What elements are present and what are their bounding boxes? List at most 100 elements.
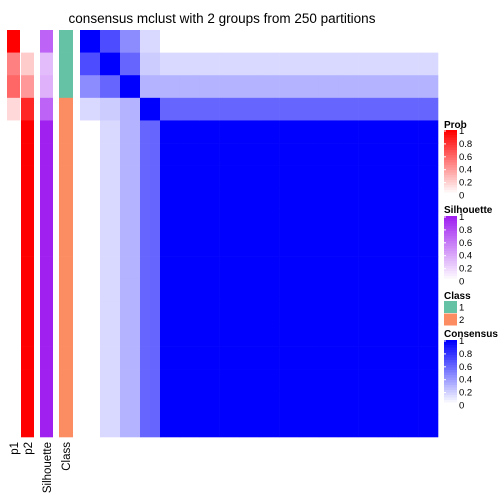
annotation-cell-silhouette <box>40 369 53 393</box>
legend-gradient-step <box>444 370 457 373</box>
annotation-cell-p2 <box>21 210 34 234</box>
consensus-cell <box>199 323 220 347</box>
consensus-cell <box>179 256 201 280</box>
annotation-cell-silhouette <box>40 414 53 438</box>
consensus-cell <box>219 165 240 189</box>
consensus-cell <box>219 75 240 99</box>
legend-gradient-step <box>444 380 457 383</box>
consensus-cell <box>140 30 161 53</box>
legend-gradient-step <box>444 216 457 219</box>
legend-gradient-step <box>444 390 457 393</box>
consensus-cell <box>338 233 359 257</box>
consensus-cell <box>259 143 280 166</box>
legend-swatch-class-2 <box>444 313 457 326</box>
annotation-cell-p2 <box>21 233 34 257</box>
annotation-cell-silhouette <box>40 391 53 415</box>
legend-tick-label: 0.8 <box>459 349 472 360</box>
legend-gradient-step <box>444 268 457 272</box>
consensus-cell <box>199 165 220 189</box>
annotation-cell-p1 <box>7 278 20 302</box>
consensus-cell <box>279 323 300 347</box>
consensus-cell <box>120 414 141 438</box>
consensus-cell <box>80 165 101 189</box>
consensus-cell <box>140 120 161 144</box>
consensus-cell <box>418 97 439 121</box>
consensus-cell <box>120 369 141 393</box>
consensus-cell <box>179 414 201 438</box>
consensus-cell <box>80 75 101 99</box>
consensus-cell <box>398 210 419 234</box>
legend-tick-label: 0.8 <box>459 139 472 150</box>
consensus-cell <box>160 30 181 53</box>
consensus-cell <box>199 346 220 370</box>
annotation-cell-p1 <box>7 210 20 234</box>
consensus-cell <box>160 256 181 280</box>
consensus-cell <box>80 143 101 166</box>
legend-gradient-step <box>444 246 457 249</box>
consensus-cell <box>160 120 181 144</box>
chart-title: consensus mclust with 2 groups from 250 … <box>69 11 376 26</box>
consensus-cell <box>318 301 340 325</box>
consensus-cell <box>100 210 121 234</box>
consensus-cell <box>239 301 260 325</box>
consensus-cell <box>80 414 101 438</box>
consensus-cell <box>140 301 161 325</box>
consensus-cell <box>160 210 181 234</box>
consensus-cell <box>100 52 121 76</box>
legend-gradient-step <box>444 150 457 153</box>
annotation-cell-class <box>59 120 73 144</box>
consensus-cell <box>338 346 359 370</box>
legend-gradient-step <box>444 172 457 176</box>
legend-tick-label: 0.6 <box>459 362 472 373</box>
legend-gradient-step <box>444 223 457 227</box>
legend-title-consensus: Consensus <box>444 329 498 340</box>
annotation-cell-class <box>59 301 73 325</box>
legend-gradient-step <box>444 342 457 346</box>
consensus-cell <box>398 188 419 212</box>
consensus-cell <box>100 97 121 121</box>
consensus-cell <box>418 75 439 99</box>
annotation-cell-class <box>59 52 73 76</box>
consensus-cell <box>259 256 280 280</box>
consensus-cell <box>279 391 300 415</box>
consensus-cell <box>120 97 141 121</box>
legend-gradient-step <box>444 228 457 232</box>
consensus-cell <box>358 120 379 144</box>
consensus-cell <box>259 391 280 415</box>
legend-gradient-step <box>444 375 457 378</box>
consensus-cell <box>140 256 161 280</box>
consensus-cell <box>100 188 121 212</box>
annotation-cell-p1 <box>7 188 20 212</box>
consensus-cell <box>179 75 201 99</box>
consensus-cell <box>199 256 220 280</box>
consensus-cell <box>299 75 320 99</box>
consensus-cell <box>160 369 181 393</box>
consensus-cell <box>120 143 141 166</box>
consensus-cell <box>179 188 201 212</box>
annotation-cell-class <box>59 278 73 302</box>
consensus-cell <box>338 391 359 415</box>
consensus-cell <box>239 414 260 438</box>
annotation-cell-silhouette <box>40 97 53 121</box>
consensus-cell <box>80 233 101 257</box>
annotation-cell-p2 <box>21 143 34 166</box>
consensus-cell <box>318 188 340 212</box>
annotation-cell-p2 <box>21 97 34 121</box>
annotation-cell-p2 <box>21 75 34 99</box>
legend-gradient-step <box>444 385 457 388</box>
legend-gradient-step <box>444 231 457 234</box>
consensus-cell <box>239 97 260 121</box>
consensus-cell <box>259 188 280 212</box>
consensus-cell <box>239 233 260 257</box>
consensus-cell <box>299 323 320 347</box>
legend-gradient-step <box>444 392 457 396</box>
consensus-cell <box>418 391 439 415</box>
consensus-cell <box>239 210 260 234</box>
legend-gradient-step <box>444 142 457 146</box>
annotation-cell-class <box>59 323 73 347</box>
consensus-cell <box>378 323 399 347</box>
legend-gradient-step <box>444 251 457 254</box>
legend-gradient-step <box>444 253 457 257</box>
consensus-cell <box>299 233 320 257</box>
